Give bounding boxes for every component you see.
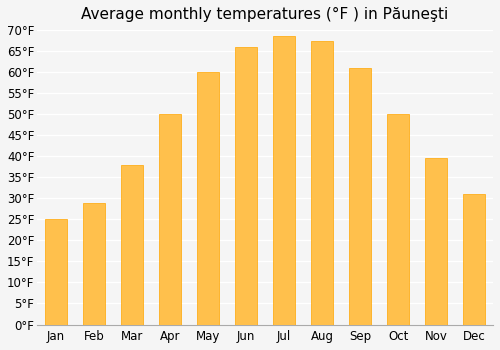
Bar bbox=[82, 203, 106, 324]
Bar bbox=[310, 41, 334, 324]
Bar bbox=[120, 164, 144, 324]
Bar bbox=[272, 36, 295, 324]
Bar bbox=[196, 72, 220, 324]
Bar bbox=[462, 194, 485, 324]
Bar bbox=[234, 47, 258, 324]
Bar bbox=[424, 158, 448, 324]
Bar bbox=[386, 114, 409, 324]
Title: Average monthly temperatures (°F ) in Păuneşti: Average monthly temperatures (°F ) in Pă… bbox=[82, 7, 448, 22]
Bar bbox=[348, 68, 372, 324]
Bar bbox=[158, 114, 182, 324]
Bar bbox=[44, 219, 68, 324]
